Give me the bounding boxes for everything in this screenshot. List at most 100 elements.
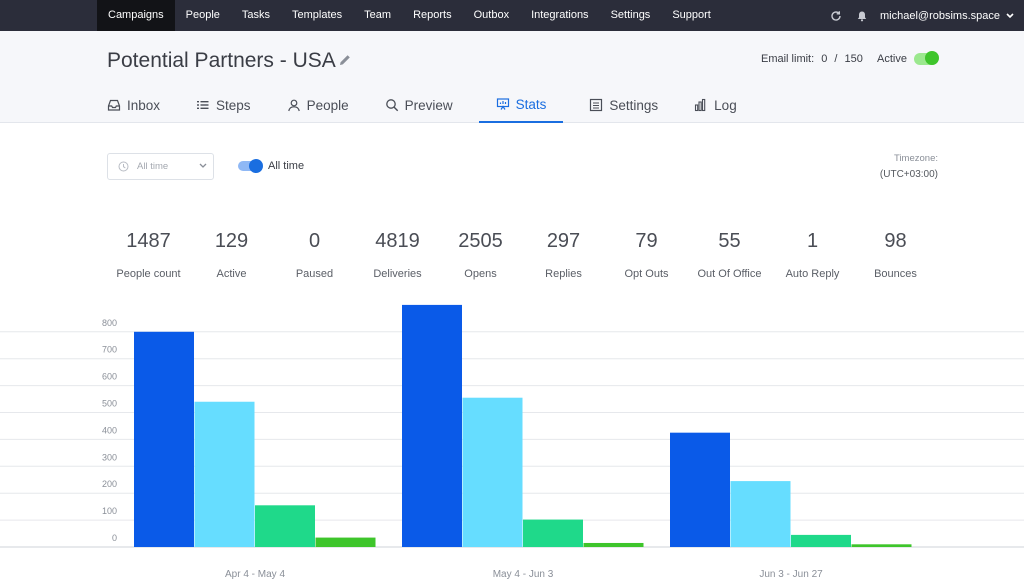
campaign-tabs: Inbox Steps People Preview Stats Setting… (97, 87, 763, 123)
stat-label: People count (116, 268, 181, 280)
user-menu[interactable]: michael@robsims.space (880, 10, 1014, 22)
chart-bar[interactable] (255, 505, 315, 547)
nav-campaigns[interactable]: Campaigns (97, 0, 175, 31)
stat-label: Opt Outs (624, 268, 669, 280)
all-time-toggle[interactable] (238, 159, 263, 173)
active-toggle[interactable] (914, 51, 939, 65)
x-tick-label: May 4 - Jun 3 (493, 569, 554, 580)
chart-bar[interactable] (134, 331, 194, 547)
tab-stats[interactable]: Stats (478, 87, 564, 123)
bar-chart-icon (695, 98, 706, 112)
y-tick-label: 0 (112, 533, 117, 543)
toggle-knob (925, 51, 939, 65)
stat-value: 1487 (126, 230, 171, 252)
date-range-select[interactable]: All time (107, 153, 214, 180)
nav-reports[interactable]: Reports (413, 9, 452, 21)
stat-active: 129 Active (190, 230, 273, 280)
x-tick-label: Apr 4 - May 4 (225, 569, 285, 580)
stat-paused: 0 Paused (273, 230, 356, 280)
x-tick-label: Jun 3 - Jun 27 (759, 569, 823, 580)
timezone-label: Timezone: (894, 153, 938, 164)
chart-bar[interactable] (730, 481, 791, 547)
y-tick-label: 700 (102, 345, 117, 355)
tab-label: Preview (404, 97, 453, 113)
nav-templates[interactable]: Templates (292, 9, 343, 21)
page-title: Potential Partners - USA (107, 49, 336, 72)
tab-label: Log (714, 97, 737, 113)
y-tick-label: 400 (102, 425, 117, 435)
email-sep: / (834, 53, 838, 65)
chart-bar[interactable] (315, 537, 376, 547)
stat-auto-reply: 1 Auto Reply (771, 230, 854, 280)
stat-label: Opens (464, 268, 497, 280)
stats-bar-chart: 0 100 200 300 400 500 600 700 800 Apr 4 - May 4 Ma… (0, 304, 1024, 580)
settings-icon (590, 98, 603, 112)
nav-integrations[interactable]: Integrations (531, 9, 589, 21)
bell-icon[interactable] (854, 8, 870, 24)
chart-bar[interactable] (462, 397, 523, 547)
nav-support[interactable]: Support (672, 9, 711, 21)
nav-people[interactable]: People (185, 9, 220, 21)
chart-bar[interactable] (851, 544, 912, 547)
list-icon (197, 101, 209, 109)
stat-bounces: 98 Bounces (854, 230, 937, 280)
y-tick-label: 300 (102, 452, 117, 462)
email-limit: Email limit: 0 / 150 (761, 53, 867, 65)
nav-tasks[interactable]: Tasks (241, 9, 271, 21)
tab-label: People (306, 97, 349, 113)
tab-label: Steps (216, 97, 251, 113)
people-icon (287, 99, 300, 112)
nav-outbox[interactable]: Outbox (473, 9, 510, 21)
top-navigation: Campaigns People Tasks Templates Team Re… (0, 0, 1024, 31)
stat-deliveries: 4819 Deliveries (356, 230, 439, 280)
stat-value: 297 (546, 230, 581, 252)
y-tick-label: 600 (102, 372, 117, 382)
tab-log[interactable]: Log (684, 87, 747, 123)
tab-preview[interactable]: Preview (375, 87, 463, 123)
y-tick-label: 500 (102, 399, 117, 409)
chart-bar[interactable] (402, 304, 462, 547)
email-limit-label: Email limit: (761, 53, 815, 65)
stat-label: Bounces (874, 268, 917, 280)
tab-label: Stats (515, 96, 547, 112)
email-total: 150 (844, 53, 863, 65)
stats-summary: 1487 People count 129 Active 0 Paused 4819 D… (107, 230, 937, 280)
user-email: michael@robsims.space (880, 9, 1000, 22)
nav-settings[interactable]: Settings (610, 9, 651, 21)
all-time-label: All time (268, 160, 305, 172)
chart-bar[interactable] (670, 432, 730, 547)
toggle-knob (249, 159, 263, 173)
stat-value: 1 (806, 230, 819, 252)
stat-value: 55 (718, 230, 741, 252)
search-icon (385, 99, 398, 112)
email-used: 0 (821, 53, 828, 65)
stat-label: Out Of Office (697, 268, 762, 280)
stat-opens: 2505 Opens (439, 230, 522, 280)
chart-bar[interactable] (194, 401, 255, 547)
chevron-down-icon (1006, 12, 1014, 18)
chart-bar[interactable] (583, 542, 644, 547)
stat-people-count: 1487 People count (107, 230, 190, 280)
tab-steps[interactable]: Steps (186, 87, 261, 123)
refresh-icon[interactable] (828, 8, 844, 24)
stat-replies: 297 Replies (522, 230, 605, 280)
inbox-icon (107, 99, 121, 111)
tab-label: Settings (609, 97, 659, 113)
stat-label: Paused (295, 268, 334, 280)
stat-label: Deliveries (373, 268, 422, 280)
tab-people[interactable]: People (277, 87, 359, 123)
date-select-value: All time (137, 161, 169, 172)
chart-bar[interactable] (523, 519, 583, 547)
chart-bar[interactable] (791, 534, 851, 547)
stats-icon (496, 98, 509, 110)
pencil-icon[interactable] (338, 53, 352, 67)
clock-icon (118, 161, 129, 172)
y-tick-label: 100 (102, 506, 117, 516)
tab-inbox[interactable]: Inbox (97, 87, 170, 123)
tab-settings[interactable]: Settings (579, 87, 668, 123)
stat-label: Auto Reply (785, 268, 840, 280)
stat-value: 4819 (375, 230, 420, 252)
stat-value: 129 (214, 230, 249, 252)
nav-team[interactable]: Team (364, 9, 392, 21)
campaign-header: Potential Partners - USA Email limit: 0 … (0, 31, 1024, 123)
